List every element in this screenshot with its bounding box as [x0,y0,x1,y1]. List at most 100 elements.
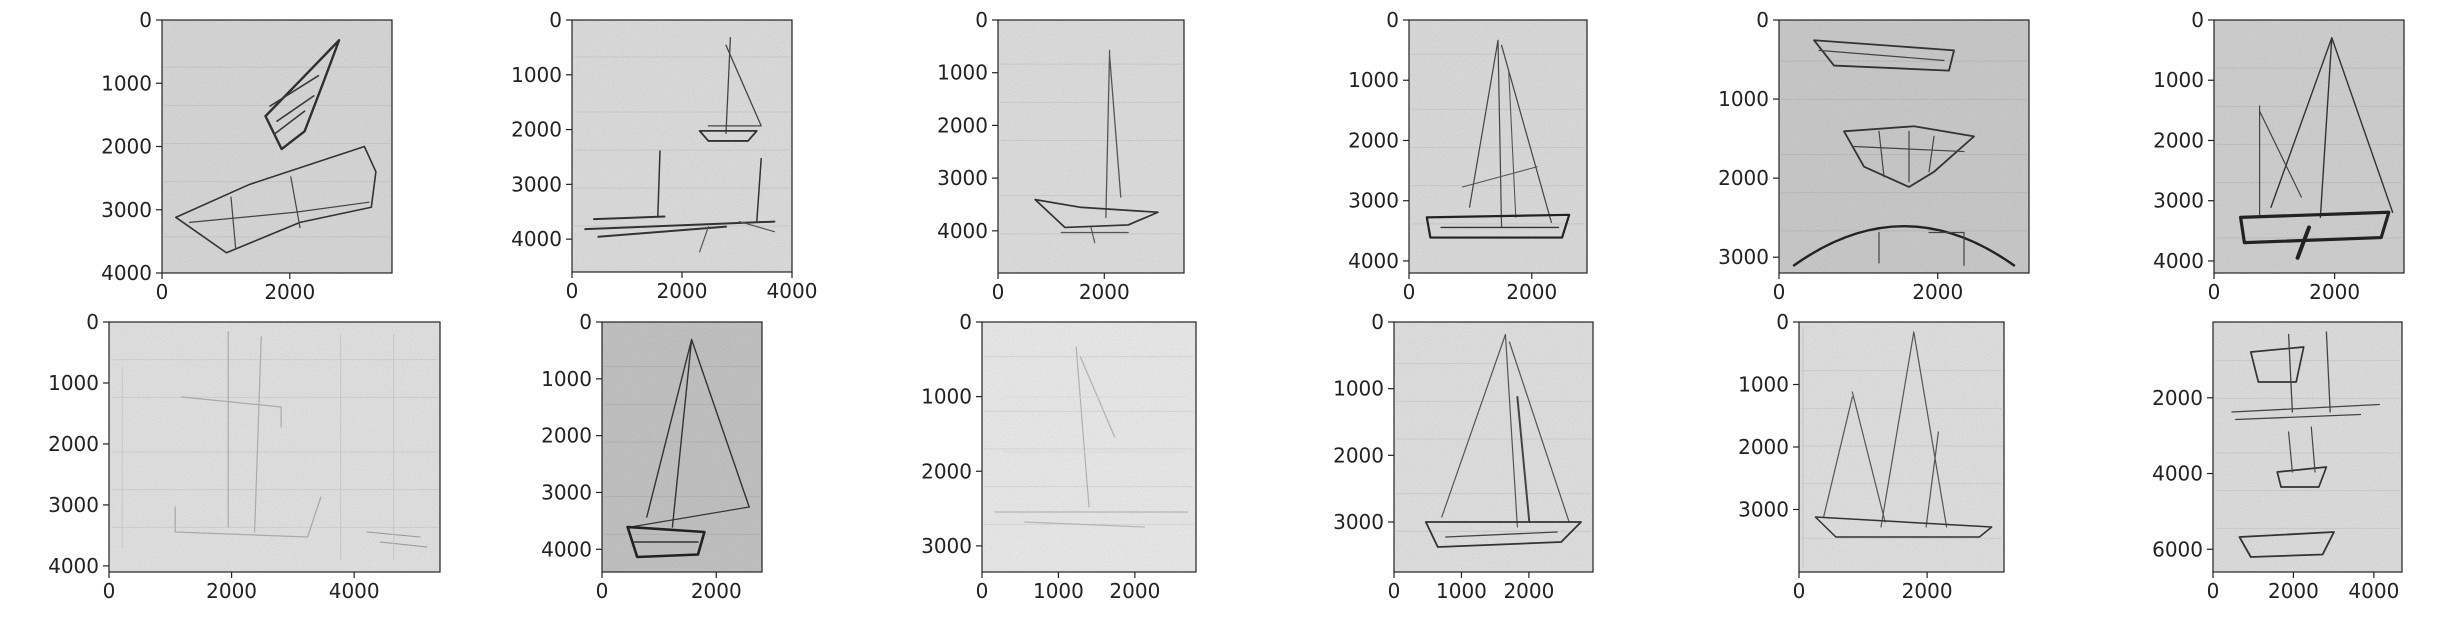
sketch-stroke [2239,532,2334,557]
x-tick-label: 2000 [1503,579,1554,603]
axes-frame [2212,321,2403,573]
sketch-stroke [2271,38,2393,218]
axes-frame [2213,19,2405,274]
y-tick-label: 1000 [1738,373,1789,397]
axes-frame [1408,19,1588,274]
y-tick-label: 4000 [2153,249,2204,273]
paper-grain [2213,322,2402,572]
x-tick-label: 0 [2208,280,2221,304]
y-tick-label: 3000 [48,493,99,517]
sketch-stroke [628,527,705,557]
sketch-stroke [2298,227,2309,257]
subplot-11: 0 2000 0 1000 2000 3000 [1738,310,2004,603]
sketch-stroke [647,340,749,528]
x-tick-label: 2000 [1506,280,1557,304]
y-tick-label: 2000 [1348,128,1399,152]
axes-frame [1393,321,1594,573]
y-tick-label: 2000 [541,424,592,448]
sketch-stroke [122,335,393,560]
y-tick-label: 4000 [2152,462,2203,486]
subplot-12: 0 2000 4000 2000 4000 6000 [2152,322,2402,603]
x-tick-label: 2000 [691,579,742,603]
y-tick-label: 3000 [1718,245,1769,269]
x-tick-label: 0 [156,280,169,304]
y-tick-label: 2000 [2153,128,2204,152]
y-tick-label: 0 [579,310,592,334]
boat-sketch [2241,38,2393,258]
paper-grain [982,322,1196,572]
sketch-stroke [2251,347,2304,382]
y-tick-label: 3000 [1333,510,1384,534]
sketch-stroke [1061,227,1128,242]
boat-sketch [995,347,1188,527]
y-tick-label: 2000 [1718,166,1769,190]
y-tick-label: 1000 [541,367,592,391]
x-tick-label: 0 [1388,579,1401,603]
y-tick-label: 3000 [511,172,562,196]
sketch-stroke [1446,532,1557,537]
y-tick-label: 4000 [48,554,99,578]
x-tick-label: 0 [596,579,609,603]
y-tick-label: 3000 [541,480,592,504]
y-tick-label: 1000 [2153,68,2204,92]
sketch-stroke [700,222,775,252]
subplot-9: 0 1000 2000 0 1000 2000 3000 [921,310,1196,603]
sketch-stroke [1517,397,1529,522]
x-tick-label: 4000 [767,279,818,303]
x-tick-label: 2000 [2309,280,2360,304]
y-tick-label: 1000 [1348,68,1399,92]
subplot-8: 0 2000 0 1000 2000 3000 4000 [541,310,762,603]
y-tick-label: 1000 [48,371,99,395]
x-tick-label: 1000 [1033,579,1084,603]
axes-frame [601,321,763,573]
sketch-stroke [182,332,281,532]
y-tick-label: 3000 [1738,498,1789,522]
sketch-stroke [1426,522,1581,547]
y-tick-label: 1000 [1333,377,1384,401]
sketch-stroke [2289,427,2315,472]
subplot-3: 0 2000 0 1000 2000 3000 4000 [937,8,1184,304]
paper-grain [572,20,792,272]
x-tick-label: 2000 [2268,579,2319,603]
subplot-5: 0 2000 0 1000 2000 3000 [1718,8,2029,304]
sketch-stroke [1819,50,1944,60]
y-tick-label: 0 [959,310,972,334]
y-tick-label: 4000 [511,227,562,251]
y-tick-label: 0 [86,310,99,334]
y-tick-label: 4000 [541,537,592,561]
y-tick-label: 1000 [937,61,988,85]
sketch-stroke [190,177,369,248]
y-tick-label: 2000 [1738,435,1789,459]
boat-sketch [628,340,750,558]
boat-sketch [1803,327,1992,567]
sketch-stroke [2260,106,2302,217]
x-tick-label: 0 [976,579,989,603]
sketch-stroke [1794,226,2014,265]
sketch-stroke [266,40,340,149]
x-tick-label: 1000 [1436,579,1487,603]
paper-grain [109,322,440,572]
y-tick-label: 2000 [101,135,152,159]
y-tick-label: 0 [2191,8,2204,32]
x-tick-label: 0 [2207,579,2220,603]
x-tick-label: 2000 [1912,280,1963,304]
y-tick-label: 4000 [937,219,988,243]
x-tick-label: 2000 [206,579,257,603]
x-tick-label: 0 [1773,280,1786,304]
x-tick-label: 2000 [657,279,708,303]
sketch-stroke [1844,126,1974,187]
sketch-stroke [631,507,749,527]
boat-sketch [2232,332,2379,557]
sketch-stroke [1442,335,1569,528]
sketch-stroke [1881,332,1947,527]
subplot-2: 0 2000 4000 0 1000 2000 3000 4000 [511,8,817,303]
sketch-stroke [700,131,757,141]
y-tick-label: 6000 [2152,537,2203,561]
y-tick-label: 2000 [2152,386,2203,410]
y-tick-label: 0 [1756,8,1769,32]
sketch-stroke [1427,215,1569,238]
x-tick-label: 2000 [1079,280,1130,304]
